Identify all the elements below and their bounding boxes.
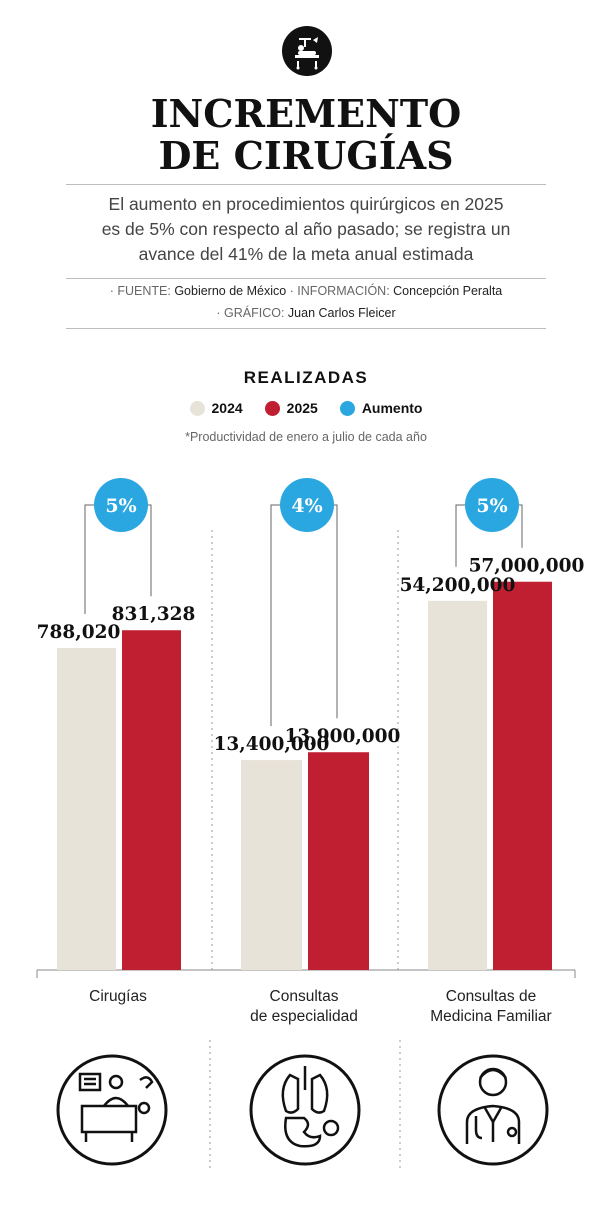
aumento-circle (280, 478, 334, 532)
legend: 2024 2025 Aumento (0, 400, 612, 416)
category-label-line: Medicina Familiar (430, 1008, 552, 1025)
legend-swatch-aumento (339, 400, 355, 416)
bar-2024 (241, 760, 302, 970)
bar-2024 (428, 600, 487, 970)
value-label-2024: 13,400,000 (214, 734, 330, 755)
credits-line-2: · GRÁFICO: Juan Carlos Fleicer (60, 306, 552, 320)
legend-swatch-2024 (189, 400, 205, 416)
value-label-2025: 57,000,000 (469, 556, 585, 577)
legend-item-2025: 2025 (264, 400, 318, 416)
aumento-label: 5% (105, 495, 136, 517)
bracket-line (148, 504, 152, 597)
subtitle-line-2: es de 5% con respecto al año pasado; se … (101, 219, 511, 239)
chart-title: REALIZADAS (243, 368, 369, 387)
bracket-line (334, 504, 338, 719)
value-label-2025: 831,328 (112, 604, 196, 625)
doctor-icon (437, 1054, 549, 1166)
bar-2025 (122, 630, 181, 970)
info-value: Concepción Peralta (393, 284, 503, 298)
fuente-label: · FUENTE: (109, 284, 171, 298)
bracket-line (84, 504, 94, 614)
legend-item-aumento: Aumento (339, 400, 423, 416)
category-label-line: Cirugías (89, 988, 147, 1005)
subtitle: El aumento en procedimientos quirúrgicos… (60, 192, 552, 267)
surgery-logo-icon (282, 26, 332, 76)
category-label-line: de especialidad (250, 1008, 358, 1025)
title-line-1: INCREMENTO (150, 91, 462, 136)
chart-note: *Productividad de enero a julio de cada … (185, 430, 427, 444)
category-label-line: Consultas de (445, 988, 537, 1005)
grafico-label: · GRÁFICO: (216, 306, 285, 320)
aumento-circle (94, 478, 148, 532)
bracket-line (455, 504, 465, 567)
category-icons (56, 1040, 549, 1170)
divider (66, 328, 546, 329)
subtitle-line-1: El aumento en procedimientos quirúrgicos… (108, 194, 504, 214)
aumento-circle (465, 478, 519, 532)
category-label-especialidad: Consultas de especialidad (219, 987, 389, 1027)
bar-2024 (57, 647, 116, 970)
legend-label-2024: 2024 (211, 400, 243, 416)
info-label: · INFORMACIÓN: (289, 284, 390, 298)
aumento-label: 5% (476, 495, 507, 517)
bar-2025 (493, 581, 552, 970)
divider (66, 278, 546, 279)
bracket-line (519, 504, 523, 548)
divider (66, 184, 546, 185)
surgery-icon (56, 1054, 168, 1166)
bar-2025 (308, 752, 369, 970)
organs-icon (249, 1054, 361, 1166)
grafico-value: Juan Carlos Fleicer (287, 306, 396, 320)
legend-item-2024: 2024 (189, 400, 243, 416)
category-label-line: Consultas (269, 988, 339, 1005)
value-label-2025: 13,900,000 (285, 726, 401, 747)
category-label-cirugias: Cirugías (33, 987, 203, 1007)
credits-line-1: · FUENTE: Gobierno de México · INFORMACI… (60, 284, 552, 298)
legend-label-aumento: Aumento (361, 400, 423, 416)
value-label-2024: 788,020 (37, 622, 121, 643)
category-label-medicina-familiar: Consultas de Medicina Familiar (406, 987, 576, 1027)
legend-label-2025: 2025 (286, 400, 318, 416)
bracket-line (270, 504, 280, 727)
aumento-label: 4% (291, 495, 322, 517)
subtitle-line-3: avance del 41% de la meta anual estimada (138, 244, 474, 264)
legend-swatch-2025 (264, 400, 280, 416)
title-line-2: DE CIRUGÍAS (158, 133, 454, 178)
value-label-2024: 54,200,000 (400, 575, 516, 596)
fuente-value: Gobierno de México (174, 284, 287, 298)
